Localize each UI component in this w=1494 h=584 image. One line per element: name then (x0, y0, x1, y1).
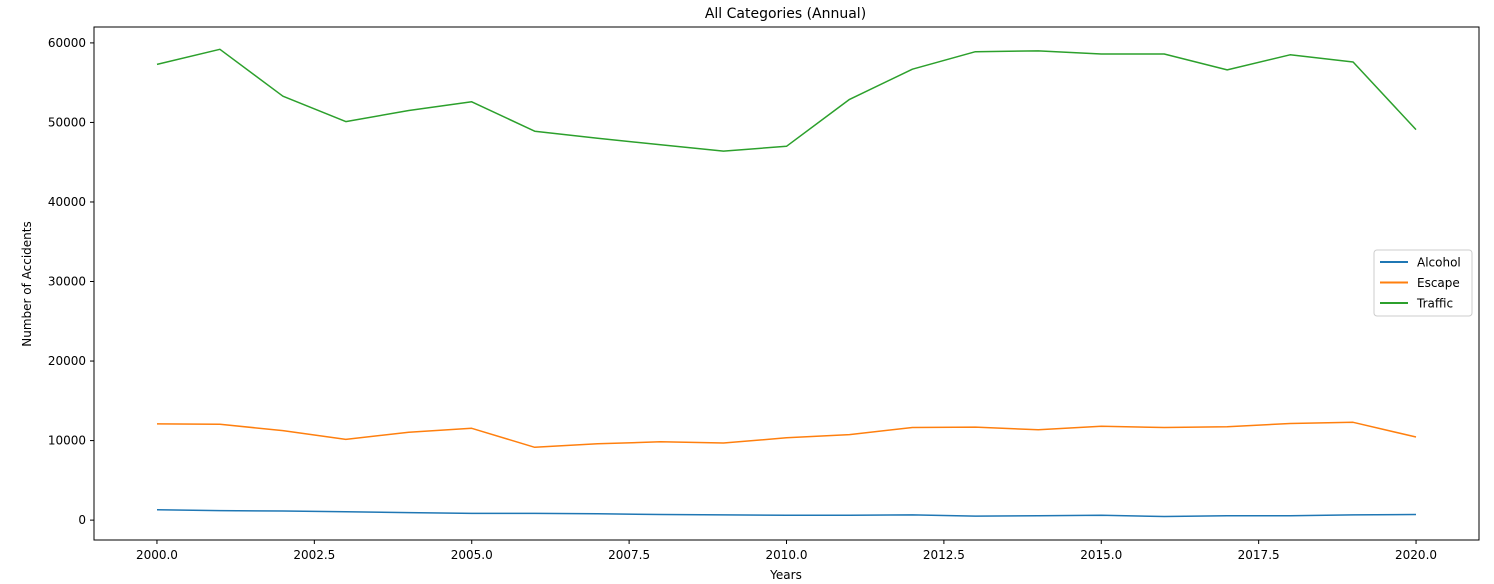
y-axis: 0 10000 20000 30000 40000 50000 60000 (48, 36, 94, 527)
y-tick-label: 20000 (48, 354, 86, 368)
y-tick-label: 0 (78, 513, 86, 527)
y-tick-label: 60000 (48, 36, 86, 50)
y-tick-label: 10000 (48, 434, 86, 448)
legend-label-traffic: Traffic (1416, 297, 1453, 311)
legend-label-alcohol: Alcohol (1417, 256, 1461, 270)
series-line-escape (156, 421, 1417, 449)
series-line-traffic (156, 48, 1417, 152)
x-tick-label: 2010.0 (766, 548, 808, 562)
x-tick-label: 2005.0 (451, 548, 493, 562)
x-tick-label: 2012.5 (923, 548, 965, 562)
x-tick-label: 2015.0 (1080, 548, 1122, 562)
y-axis-label: Number of Accidents (20, 221, 34, 347)
x-tick-label: 2002.5 (293, 548, 335, 562)
y-tick-label: 40000 (48, 195, 86, 209)
y-tick-label: 50000 (48, 115, 86, 129)
x-axis-label: Years (769, 568, 802, 582)
x-tick-label: 2020.0 (1395, 548, 1437, 562)
x-tick-label: 2007.5 (608, 548, 650, 562)
y-tick-label: 30000 (48, 275, 86, 289)
legend-frame (1373, 249, 1473, 317)
series-line-alcohol (156, 509, 1417, 518)
legend: Alcohol Escape Traffic (1373, 249, 1473, 317)
chart-title: All Categories (Annual) (705, 6, 866, 22)
series-lines (156, 48, 1417, 518)
x-tick-label: 2000.0 (136, 548, 178, 562)
x-tick-label: 2017.5 (1238, 548, 1280, 562)
legend-label-escape: Escape (1417, 276, 1460, 290)
x-axis: 2000.0 2002.5 2005.0 2007.5 2010.0 2012.5 2015… (136, 540, 1437, 562)
